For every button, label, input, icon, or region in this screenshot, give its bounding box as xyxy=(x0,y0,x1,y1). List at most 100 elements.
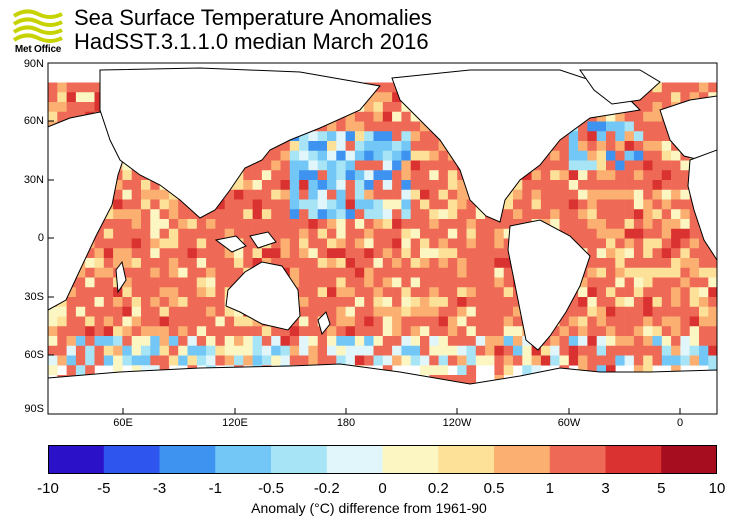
anomaly-cell xyxy=(345,219,356,230)
anomaly-cell xyxy=(299,287,309,298)
anomaly-cell xyxy=(345,306,356,317)
anomaly-cell xyxy=(159,267,170,278)
anomaly-cell xyxy=(187,258,198,269)
anomaly-cell xyxy=(661,180,672,191)
anomaly-cell xyxy=(354,219,365,230)
anomaly-cell xyxy=(252,219,263,230)
lat-label-30s: 30S xyxy=(24,291,44,303)
anomaly-cell xyxy=(633,150,644,161)
anomaly-cell xyxy=(429,355,439,366)
anomaly-cell xyxy=(234,267,244,278)
anomaly-cell xyxy=(624,355,635,366)
anomaly-cell xyxy=(689,228,700,239)
anomaly-cell xyxy=(280,141,291,152)
anomaly-cell xyxy=(85,248,95,259)
anomaly-cell xyxy=(429,160,439,171)
anomaly-cell xyxy=(550,160,560,171)
anomaly-cell xyxy=(234,326,244,337)
anomaly-cell xyxy=(438,170,449,181)
anomaly-cell xyxy=(699,92,709,103)
anomaly-cell xyxy=(308,345,318,356)
anomaly-cell xyxy=(652,297,663,308)
anomaly-cell xyxy=(206,209,216,220)
anomaly-cell xyxy=(661,326,672,337)
anomaly-cell xyxy=(206,219,216,230)
anomaly-cell xyxy=(699,258,709,269)
colorbar-tick-label: 0 xyxy=(378,480,387,497)
anomaly-cell xyxy=(410,297,421,308)
anomaly-cell xyxy=(75,92,86,103)
colorbar-tick-label: 5 xyxy=(657,480,666,497)
anomaly-cell xyxy=(308,209,318,220)
anomaly-cell xyxy=(624,219,635,230)
anomaly-cell xyxy=(215,248,225,259)
anomaly-cell xyxy=(578,238,588,249)
anomaly-cell xyxy=(615,160,625,171)
anomaly-cell xyxy=(615,355,625,366)
anomaly-cell xyxy=(392,219,402,230)
anomaly-cell xyxy=(131,199,142,210)
anomaly-cell xyxy=(466,345,477,356)
anomaly-cell xyxy=(215,316,225,327)
anomaly-cell xyxy=(615,316,625,327)
colorbar-tick-label: -1 xyxy=(208,480,222,497)
anomaly-cell xyxy=(457,180,467,191)
anomaly-cell xyxy=(48,316,58,327)
anomaly-cell xyxy=(475,228,486,239)
anomaly-cell xyxy=(466,258,477,269)
anomaly-cell xyxy=(336,355,346,366)
anomaly-cell xyxy=(447,258,458,269)
anomaly-cell xyxy=(466,287,477,298)
anomaly-cell xyxy=(661,219,672,230)
anomaly-cell xyxy=(159,199,170,210)
anomaly-cell xyxy=(187,306,198,317)
anomaly-cell xyxy=(606,365,616,376)
anomaly-cell xyxy=(699,82,709,93)
anomaly-cell xyxy=(317,345,328,356)
anomaly-cell xyxy=(382,82,393,93)
anomaly-cell xyxy=(196,345,207,356)
anomaly-cell xyxy=(103,316,114,327)
anomaly-cell xyxy=(401,306,411,317)
anomaly-cell xyxy=(392,228,402,239)
anomaly-cell xyxy=(652,258,663,269)
anomaly-cell xyxy=(345,180,356,191)
anomaly-cell xyxy=(215,199,225,210)
anomaly-cell xyxy=(708,306,717,317)
anomaly-cell xyxy=(261,189,272,200)
anomaly-cell xyxy=(141,258,151,269)
anomaly-cell xyxy=(652,306,663,317)
anomaly-cell xyxy=(336,248,346,259)
anomaly-cell xyxy=(373,180,384,191)
anomaly-cell xyxy=(131,336,142,347)
anomaly-cell xyxy=(466,238,477,249)
anomaly-cell xyxy=(243,189,253,200)
anomaly-cell xyxy=(420,160,430,171)
lat-label-90s: 90S xyxy=(24,403,44,415)
anomaly-cell xyxy=(122,355,132,366)
anomaly-cell xyxy=(661,170,672,181)
anomaly-cell xyxy=(103,248,114,259)
anomaly-cell xyxy=(671,306,681,317)
anomaly-cell xyxy=(615,248,625,259)
anomaly-cell xyxy=(410,355,421,366)
anomaly-cell xyxy=(354,326,365,337)
anomaly-cell xyxy=(66,82,77,93)
anomaly-cell xyxy=(280,355,291,366)
anomaly-cell xyxy=(243,170,253,181)
anomaly-cell xyxy=(466,306,477,317)
anomaly-cell xyxy=(559,345,570,356)
anomaly-cell xyxy=(224,228,235,239)
anomaly-cell xyxy=(94,355,105,366)
anomaly-cell xyxy=(150,345,160,356)
anomaly-cell xyxy=(48,306,58,317)
anomaly-cell xyxy=(578,306,588,317)
anomaly-cell xyxy=(699,287,709,298)
anomaly-cell xyxy=(131,277,142,288)
anomaly-cell xyxy=(671,277,681,288)
anomaly-cell xyxy=(596,267,607,278)
lon-label-0: 0 xyxy=(676,417,684,429)
anomaly-cell xyxy=(680,209,690,220)
anomaly-cell xyxy=(699,336,709,347)
anomaly-cell xyxy=(215,228,225,239)
